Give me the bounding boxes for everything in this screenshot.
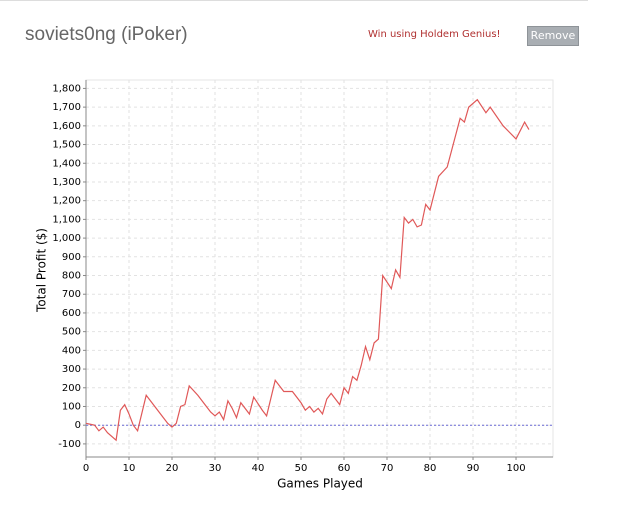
- y-tick-label: 1,800: [52, 83, 81, 94]
- x-tick-label: 70: [381, 463, 394, 474]
- profit-line: [85, 98, 530, 442]
- y-tick-label: 600: [62, 308, 81, 319]
- y-tick-label: 900: [62, 252, 81, 263]
- player-title: soviets0ng (iPoker): [25, 24, 188, 45]
- y-tick-label: 1,700: [52, 102, 81, 113]
- x-tick-label: 40: [252, 463, 265, 474]
- divider: [0, 0, 588, 1]
- y-tick-label: 1,300: [52, 177, 81, 188]
- y-tick-label: -100: [58, 439, 81, 450]
- y-tick-label: 300: [62, 364, 81, 375]
- y-tick-label: 100: [62, 401, 81, 412]
- x-tick-label: 90: [467, 463, 480, 474]
- y-tick-label: 500: [62, 327, 81, 338]
- x-tick-label: 10: [123, 463, 136, 474]
- y-tick-label: 1,400: [52, 158, 81, 169]
- promo-link[interactable]: Win using Holdem Genius!: [368, 29, 501, 40]
- x-tick-label: 100: [506, 463, 525, 474]
- x-tick-label: 0: [83, 463, 89, 474]
- y-tick-label: 1,200: [52, 196, 81, 207]
- y-tick-label: 200: [62, 383, 81, 394]
- x-tick-label: 20: [166, 463, 179, 474]
- y-axis-label: Total Profit ($): [35, 228, 49, 313]
- y-tick-label: 1,000: [52, 233, 81, 244]
- remove-button[interactable]: Remove: [527, 26, 579, 46]
- y-tick-label: 800: [62, 271, 81, 282]
- y-tick-label: 1,500: [52, 140, 81, 151]
- x-tick-label: 60: [338, 463, 351, 474]
- x-tick-label: 50: [295, 463, 308, 474]
- x-tick-label: 30: [209, 463, 222, 474]
- y-tick-label: 0: [75, 420, 81, 431]
- plot-area: [85, 79, 554, 458]
- x-tick-label: 80: [424, 463, 437, 474]
- y-tick-label: 1,600: [52, 121, 81, 132]
- y-tick-label: 400: [62, 345, 81, 356]
- x-axis-label: Games Played: [277, 477, 363, 491]
- y-tick-label: 1,100: [52, 214, 81, 225]
- y-tick-label: 700: [62, 289, 81, 300]
